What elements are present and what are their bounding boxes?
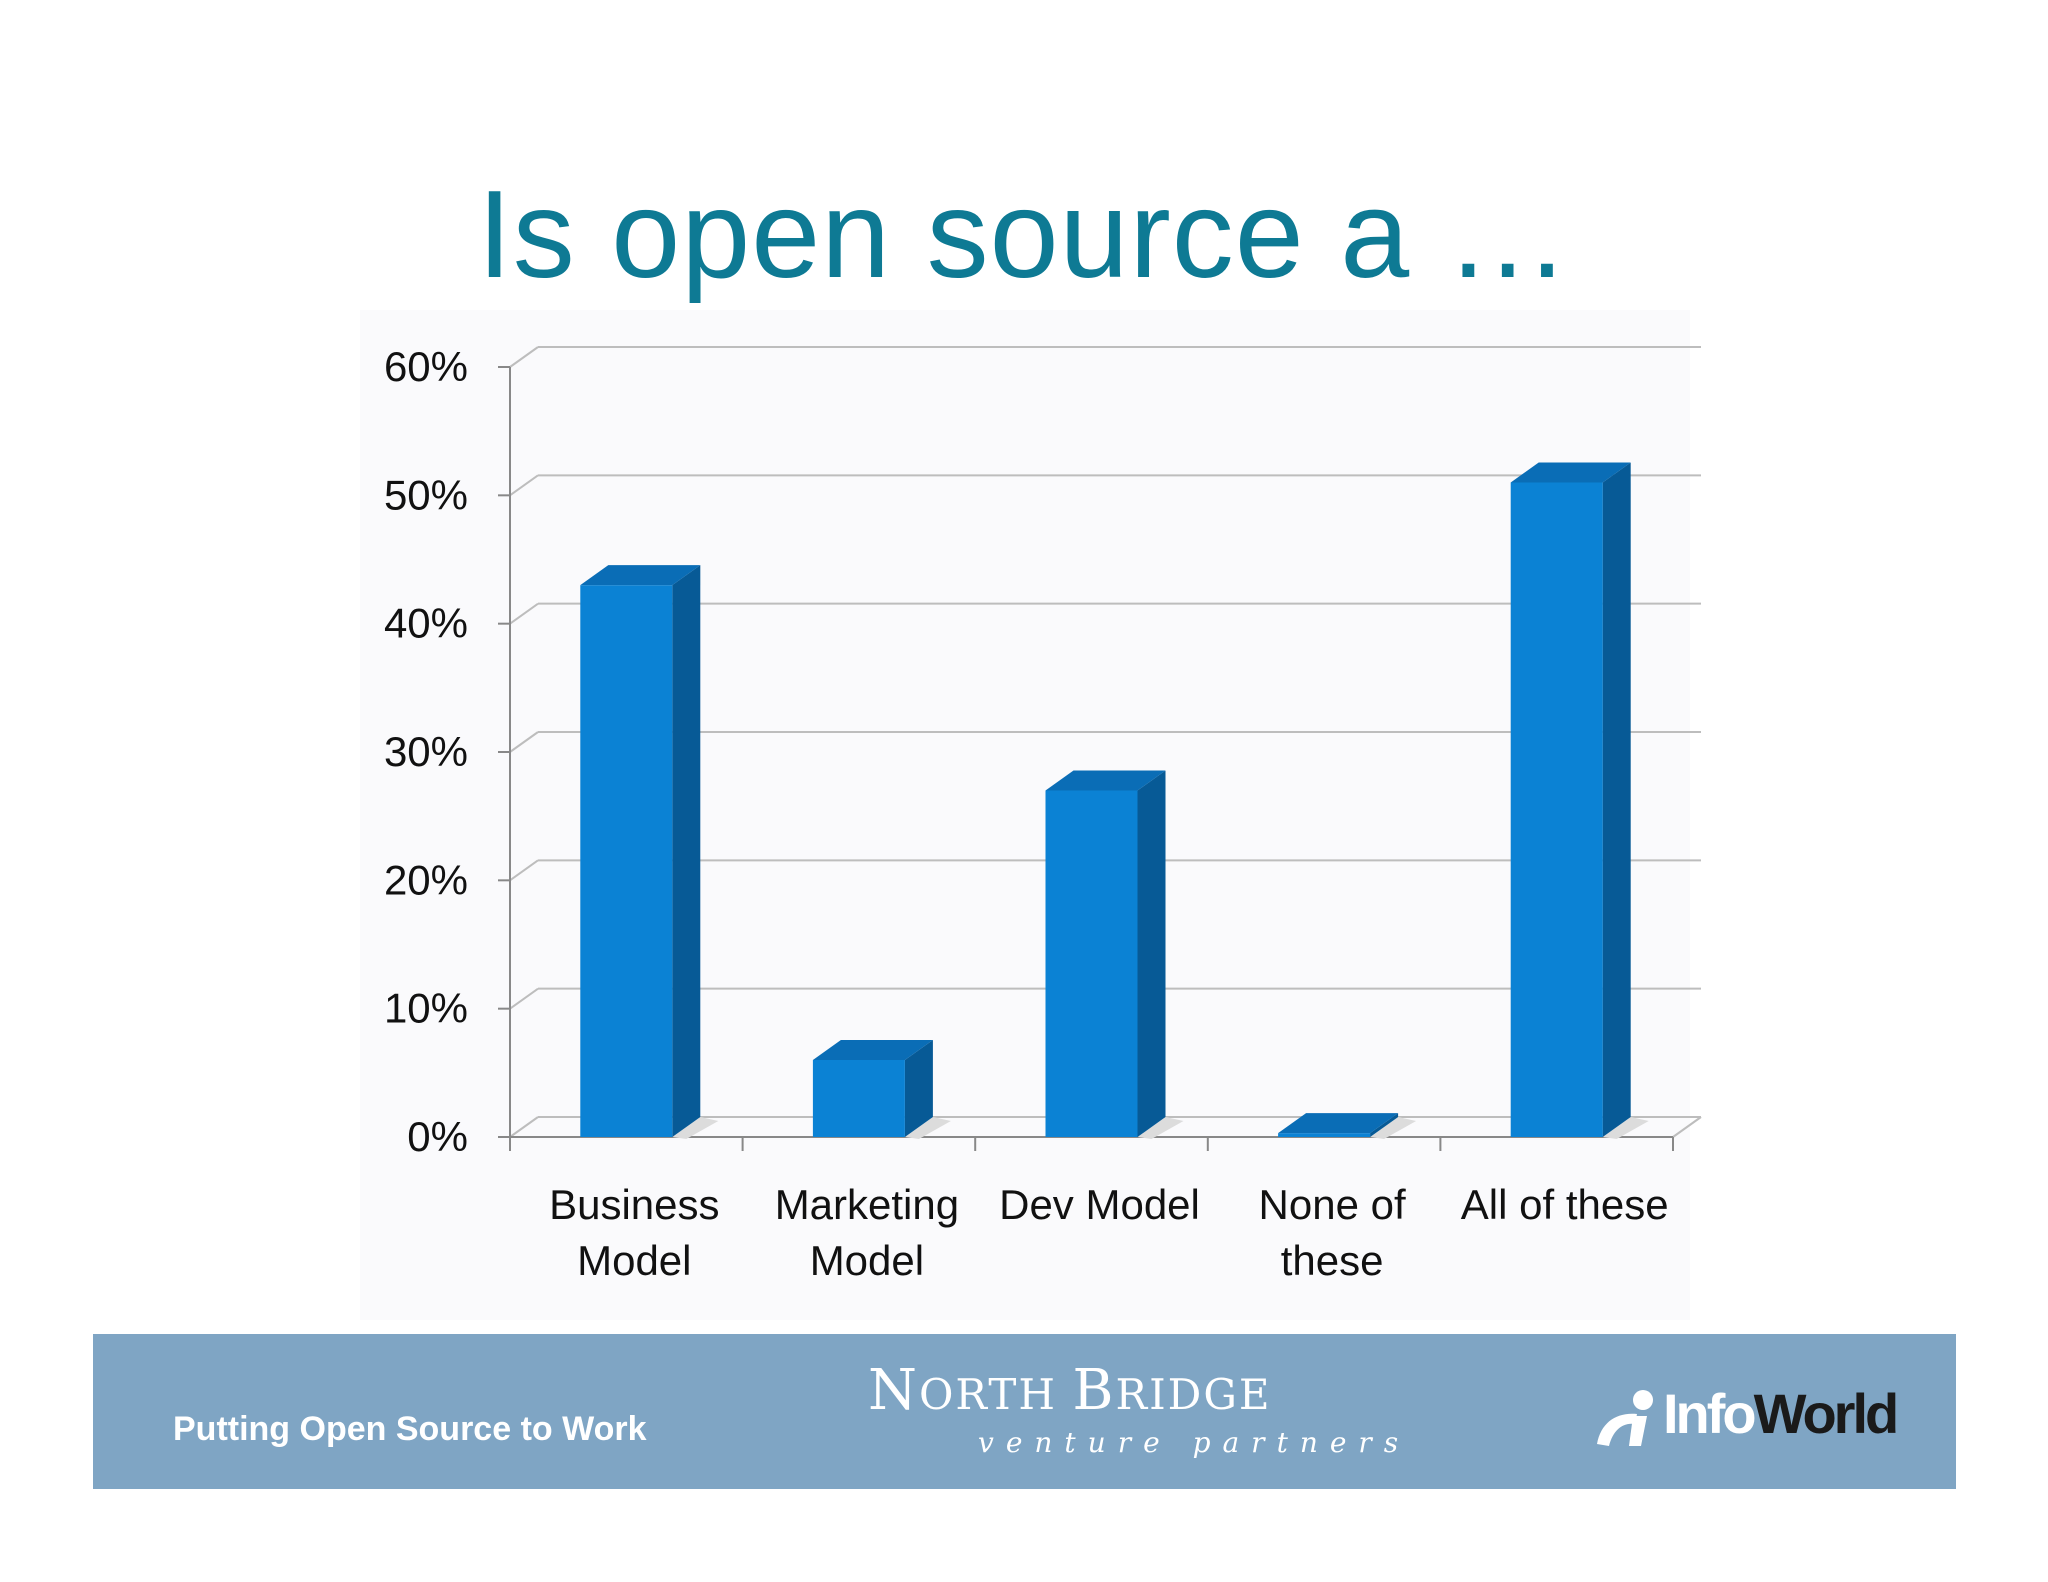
x-tick-label: Business Model xyxy=(549,1181,719,1284)
bar-side xyxy=(672,565,701,1137)
x-tick-label: Marketing Model xyxy=(775,1181,959,1284)
gridline-side xyxy=(509,987,539,1010)
bar-front xyxy=(580,585,673,1137)
gridline-side xyxy=(509,602,539,625)
y-tick-label: 10% xyxy=(384,985,468,1032)
gridline-side xyxy=(509,1116,539,1138)
bar-shadow xyxy=(1602,1117,1649,1139)
y-tick-labels: 0% 10% 20% 30% 40% 50% 60% xyxy=(384,343,468,1160)
bar-side xyxy=(1602,462,1631,1137)
x-tick-label-line: None of xyxy=(1259,1181,1406,1228)
bar-side xyxy=(904,1040,933,1137)
north-bridge-subtitle: venture partners xyxy=(978,1426,1411,1459)
y-tick-label: 30% xyxy=(384,728,468,775)
footer-band: Putting Open Source to Work NORTH BRIDGE… xyxy=(93,1334,1956,1489)
infoworld-mark-icon xyxy=(1597,1390,1653,1446)
x-tick-label-line: Model xyxy=(810,1237,924,1284)
x-tick-label-line: Model xyxy=(577,1237,691,1284)
y-tick-label: 40% xyxy=(384,600,468,647)
floor-edge xyxy=(1672,1116,1702,1138)
bar-shadow xyxy=(1370,1117,1417,1139)
bar-chart: 0%10%20%30%40%50%60% Business ModelMarket… xyxy=(360,310,1702,1320)
north-bridge-initial: N xyxy=(868,1358,919,1423)
x-tick-label: Dev Model xyxy=(999,1181,1200,1228)
infoworld-wordmark: InfoWorld xyxy=(1663,1382,1900,1446)
gridline-side xyxy=(509,731,539,753)
bar-front xyxy=(812,1060,905,1137)
bar xyxy=(1510,462,1649,1139)
bar-shadow xyxy=(904,1117,951,1139)
north-bridge-rest: RIDGE xyxy=(1115,1370,1272,1419)
x-tick-labels: Business Model Marketing Model Dev Model None… xyxy=(549,1181,1669,1284)
x-tick-label-line: Business xyxy=(549,1181,719,1228)
chart-background xyxy=(360,310,1690,1320)
north-bridge-logo: NORTH BRIDGE venture partners xyxy=(868,1358,1398,1459)
bar-shadow xyxy=(1137,1117,1184,1139)
bar-top xyxy=(812,1040,933,1060)
north-bridge-name: NORTH BRIDGE xyxy=(868,1358,1272,1423)
y-tick-label: 50% xyxy=(384,471,468,518)
north-bridge-rest: ORTH xyxy=(919,1370,1073,1419)
bar-front xyxy=(1278,1133,1371,1137)
infoworld-logo: InfoWorld xyxy=(1593,1382,1933,1452)
bar-front xyxy=(1510,482,1603,1137)
bar-top xyxy=(1510,462,1631,483)
bar-side xyxy=(1370,1113,1399,1137)
gridline-side xyxy=(509,474,539,497)
bar-shadow xyxy=(672,1117,719,1139)
x-tick-label-line: Dev Model xyxy=(999,1181,1200,1228)
bar xyxy=(812,1040,951,1139)
bar-side xyxy=(1137,770,1166,1137)
x-tick-label-line: these xyxy=(1281,1237,1384,1284)
footer-tagline: Putting Open Source to Work xyxy=(173,1410,647,1448)
infoworld-world-text: World xyxy=(1753,1382,1900,1445)
north-bridge-initial: B xyxy=(1072,1358,1116,1423)
gridline-side xyxy=(509,346,539,368)
bar-top xyxy=(580,565,701,586)
infoworld-info-text: Info xyxy=(1663,1382,1757,1445)
bar-top xyxy=(1278,1113,1399,1134)
bar xyxy=(1278,1113,1417,1139)
gridline-side xyxy=(509,859,539,882)
bar xyxy=(580,565,719,1139)
x-tick-label: All of these xyxy=(1461,1181,1669,1228)
bar-front xyxy=(1045,790,1138,1137)
slide-title: Is open source a … xyxy=(477,166,1571,304)
bar xyxy=(1045,770,1184,1139)
y-tick-label: 0% xyxy=(407,1113,468,1160)
bar-top xyxy=(1045,770,1166,791)
x-tick-label: None of these xyxy=(1259,1181,1406,1284)
bars xyxy=(580,462,1649,1139)
x-tick-label-line: Marketing xyxy=(775,1181,959,1228)
x-tick-label-line: All of these xyxy=(1461,1181,1669,1228)
y-tick-label: 60% xyxy=(384,343,468,390)
y-tick-label: 20% xyxy=(384,856,468,903)
